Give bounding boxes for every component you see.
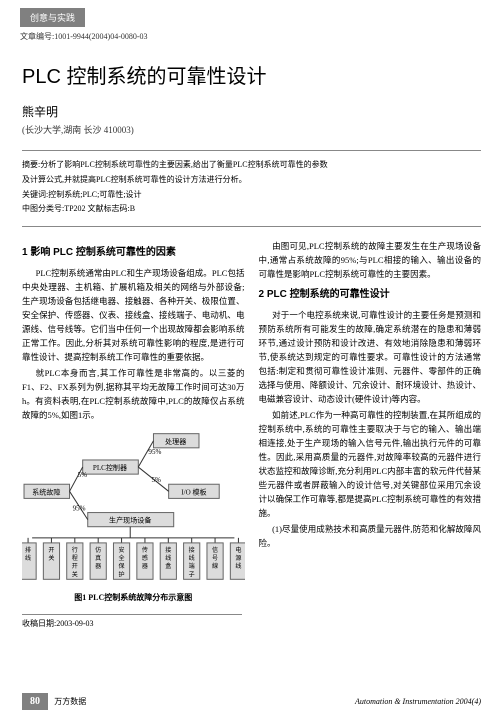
fault-distribution-diagram: 处理器 PLC控制器 I/O 模板 系统故障 生产现场设备 (22, 430, 245, 585)
page-title: PLC 控制系统的可靠性设计 (22, 60, 481, 89)
section-1-title: 1 影响 PLC 控制系统可靠性的因素 (22, 245, 245, 262)
svg-text:子: 子 (189, 571, 195, 578)
svg-text:传: 传 (142, 546, 148, 554)
svg-text:线: 线 (189, 554, 195, 562)
svg-text:接: 接 (165, 546, 171, 554)
pct-label: 95% (148, 448, 161, 456)
svg-text:器: 器 (142, 563, 148, 570)
svg-text:关: 关 (48, 554, 54, 562)
data-source: 万方数据 (54, 697, 86, 706)
figure-1-caption: 图1 PLC控制系统故障分布示意图 (22, 591, 245, 604)
svg-text:全: 全 (119, 554, 125, 562)
svg-text:开: 开 (72, 563, 78, 570)
author-affiliation: (长沙大学,湖南 长沙 410003) (22, 123, 481, 136)
node-plc-controller: PLC控制器 (93, 463, 127, 472)
svg-text:号: 号 (212, 555, 218, 562)
svg-text:端: 端 (189, 562, 195, 570)
paragraph: PLC控制系统通常由PLC和生产现场设备组成。PLC包括中央处理器、主机箱、扩展… (22, 266, 245, 364)
svg-text:源: 源 (235, 554, 241, 562)
svg-text:信: 信 (212, 546, 218, 554)
paragraph: 如前述,PLC作为一种高可靠性的控制装置,在其所组成的控制系统中,系统的可靠性主… (259, 408, 482, 520)
journal-name: Automation & Instrumentation 2004(4) (355, 697, 481, 706)
pct-label: 5% (151, 476, 161, 484)
author-name: 熊辛明 (22, 103, 481, 120)
pct-label: 95% (73, 504, 86, 512)
svg-text:线: 线 (235, 562, 241, 570)
svg-text:安: 安 (119, 546, 125, 554)
svg-text:線: 線 (212, 562, 218, 570)
svg-text:护: 护 (119, 570, 125, 578)
svg-text:电: 电 (235, 546, 241, 554)
svg-text:程: 程 (72, 554, 78, 562)
category-tag: 创意与实践 (20, 8, 85, 27)
abstract-line: 及计算公式,并就提高PLC控制系统可靠性的设计方法进行分析。 (22, 174, 481, 187)
keywords-line: 关键词:控制系统;PLC;可靠性;设计 (22, 189, 481, 202)
svg-text:线: 线 (165, 554, 171, 562)
article-id: 文章编号:1001-9944(2004)04-0080-03 (20, 31, 503, 42)
figure-1: 处理器 PLC控制器 I/O 模板 系统故障 生产现场设备 (22, 430, 245, 604)
svg-text:保: 保 (119, 562, 125, 570)
svg-text:行: 行 (72, 546, 78, 554)
abstract-box: 摘要:分析了影响PLC控制系统可靠性的主要因素,给出了衡量PLC控制系统可靠性的… (22, 150, 481, 227)
page-number: 80 (22, 693, 48, 710)
node-io-board: I/O 模板 (181, 487, 206, 496)
svg-text:真: 真 (95, 554, 101, 562)
svg-text:开: 开 (48, 547, 54, 554)
svg-text:器: 器 (95, 563, 101, 570)
page-footer: 80 万方数据 Automation & Instrumentation 200… (0, 696, 503, 707)
section-2-title: 2 PLC 控制系统的可靠性设计 (259, 287, 482, 304)
svg-text:感: 感 (142, 554, 148, 562)
paragraph: 对于一个电控系统来说,可靠性设计的主要任务是预测和预防系统所有可能发生的故障,确… (259, 308, 482, 406)
classification-line: 中图分类号:TP202 文献标志码:B (22, 203, 481, 216)
node-prod-equip: 生产现场设备 (109, 516, 151, 525)
node-processor: 处理器 (165, 437, 186, 446)
svg-text:盒: 盒 (165, 562, 171, 570)
svg-text:排: 排 (25, 546, 31, 554)
svg-text:线: 线 (25, 554, 31, 562)
abstract-line: 摘要:分析了影响PLC控制系统可靠性的主要因素,给出了衡量PLC控制系统可靠性的… (22, 159, 481, 172)
node-sys-fault: 系统故障 (32, 487, 60, 496)
receive-date: 收稿日期:2003-09-03 (22, 614, 242, 629)
left-column: 1 影响 PLC 控制系统可靠性的因素 PLC控制系统通常由PLC和生产现场设备… (22, 239, 245, 608)
paragraph: 由图可见,PLC控制系统的故障主要发生在生产现场设备中,通常占系统故障的95%;… (259, 239, 482, 281)
paragraph: (1)尽量使用成熟技术和高质量元器件,防范和化解故障风险。 (259, 522, 482, 550)
svg-text:关: 关 (72, 570, 78, 578)
right-column: 由图可见,PLC控制系统的故障主要发生在生产现场设备中,通常占系统故障的95%;… (259, 239, 482, 608)
paragraph: 就PLC本身而言,其工作可靠性是非常高的。以三菱的F1、F2、FX系列为例,据称… (22, 366, 245, 422)
svg-text:接: 接 (189, 546, 195, 554)
pct-label: 5% (78, 471, 88, 479)
two-column-body: 1 影响 PLC 控制系统可靠性的因素 PLC控制系统通常由PLC和生产现场设备… (22, 239, 481, 608)
svg-text:仿: 仿 (95, 546, 101, 554)
